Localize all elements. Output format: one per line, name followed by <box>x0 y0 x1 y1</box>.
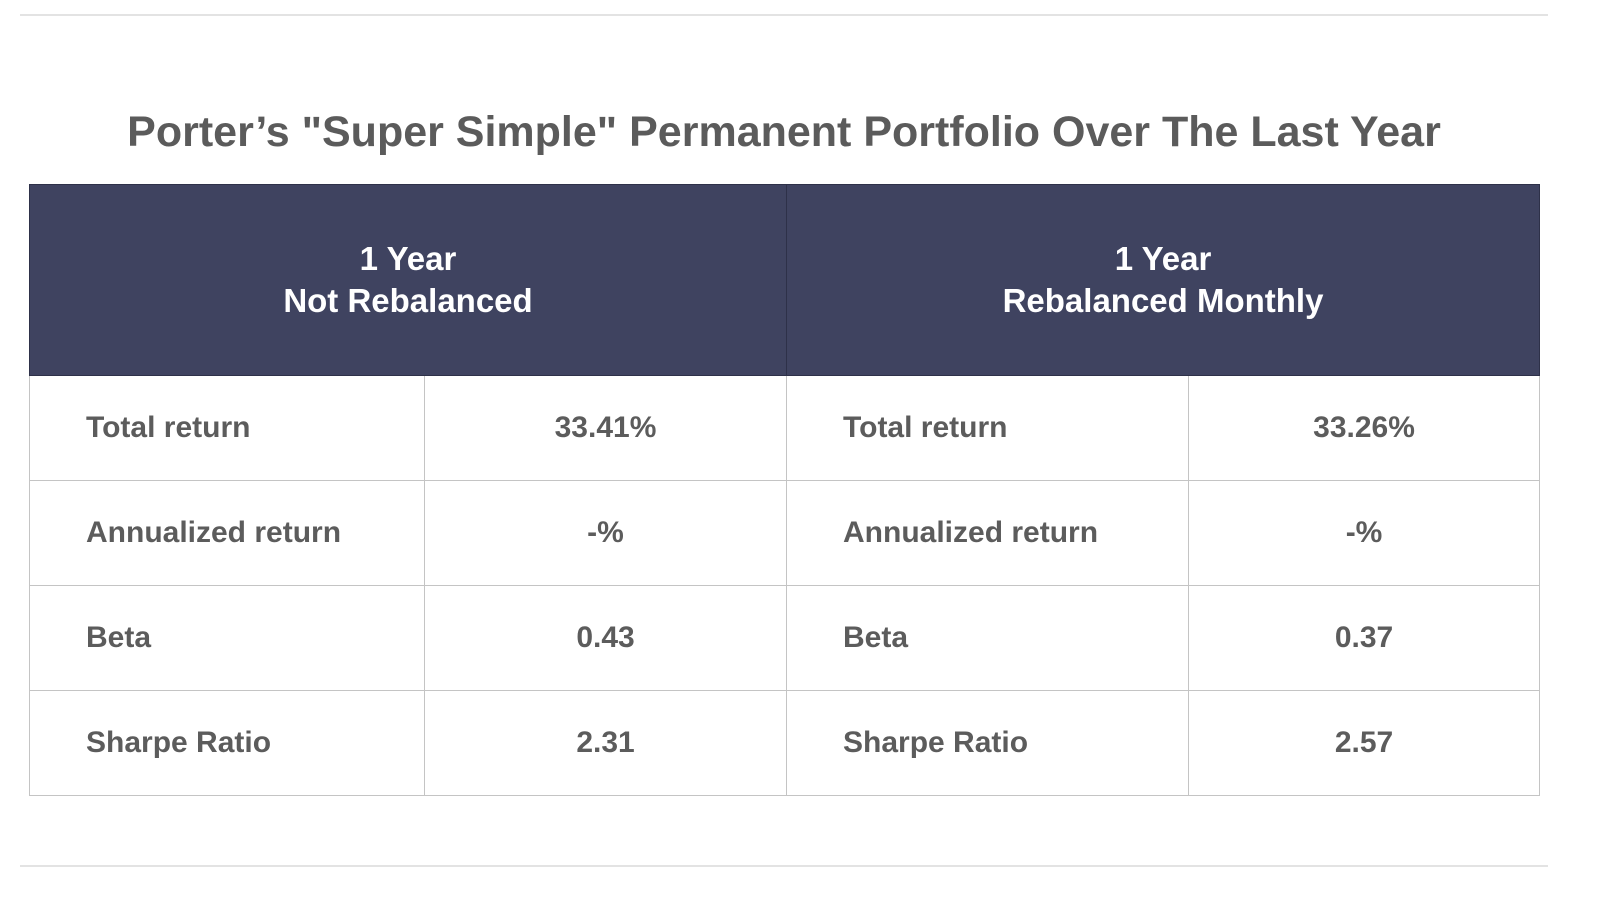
not-rebalanced-value: -% <box>423 480 788 586</box>
table-row: Sharpe Ratio 2.31 Sharpe Ratio 2.57 <box>29 690 1541 796</box>
row-label: Total return <box>786 375 1190 481</box>
row-label: Annualized return <box>786 480 1190 586</box>
header-not-rebalanced-period: 1 Year <box>359 240 457 277</box>
row-label: Sharpe Ratio <box>29 690 425 796</box>
top-divider <box>20 14 1548 16</box>
portfolio-table: 1 Year Not Rebalanced 1 Year Rebalanced … <box>28 184 1541 796</box>
page-title: Porter’s "Super Simple" Permanent Portfo… <box>127 108 1441 156</box>
header-row: 1 Year Not Rebalanced 1 Year Rebalanced … <box>28 184 1541 376</box>
header-rebalanced-monthly: 1 Year Rebalanced Monthly <box>786 184 1541 376</box>
rebalanced-monthly-value: 33.26% <box>1188 375 1541 481</box>
row-label: Annualized return <box>29 480 425 586</box>
not-rebalanced-value: 33.41% <box>423 375 788 481</box>
not-rebalanced-value: 2.31 <box>423 690 788 796</box>
row-label: Sharpe Ratio <box>786 690 1190 796</box>
row-label: Total return <box>29 375 425 481</box>
header-not-rebalanced: 1 Year Not Rebalanced <box>28 184 788 376</box>
rebalanced-monthly-value: -% <box>1188 480 1541 586</box>
header-rebalanced-monthly-strategy: Rebalanced Monthly <box>1002 282 1324 319</box>
row-label: Beta <box>29 585 425 691</box>
bottom-divider <box>20 865 1548 867</box>
not-rebalanced-value: 0.43 <box>423 585 788 691</box>
rebalanced-monthly-value: 0.37 <box>1188 585 1541 691</box>
table-row: Beta 0.43 Beta 0.37 <box>29 585 1541 691</box>
table-row: Total return 33.41% Total return 33.26% <box>29 375 1541 481</box>
rebalanced-monthly-value: 2.57 <box>1188 690 1541 796</box>
table-row: Annualized return -% Annualized return -… <box>29 480 1541 586</box>
header-not-rebalanced-strategy: Not Rebalanced <box>283 282 533 319</box>
row-label: Beta <box>786 585 1190 691</box>
header-rebalanced-monthly-period: 1 Year <box>1114 240 1212 277</box>
